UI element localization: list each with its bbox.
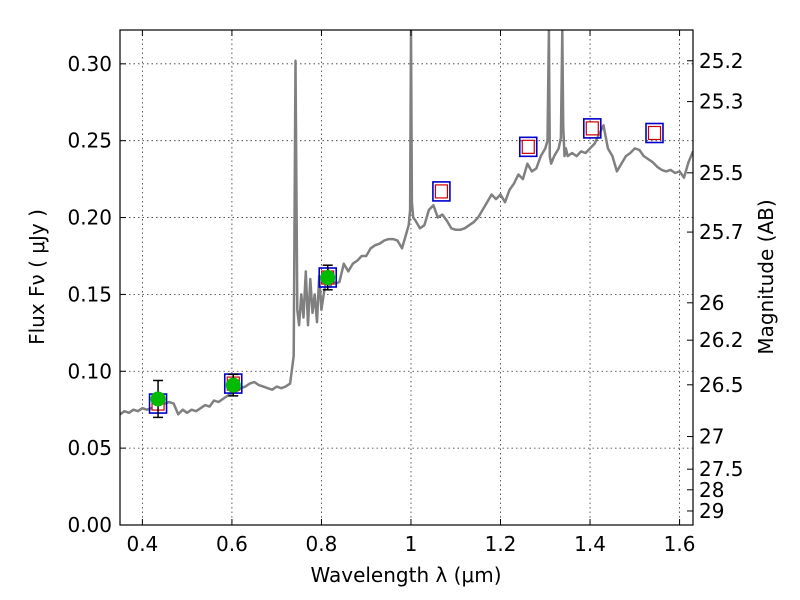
grid bbox=[120, 30, 693, 525]
y2-tick-label: 25.2 bbox=[699, 49, 744, 73]
y2-tick-label: 28 bbox=[699, 478, 724, 502]
photometry-box bbox=[582, 118, 602, 139]
y-tick-label: 0.20 bbox=[67, 206, 112, 230]
x-tick-label: 1.4 bbox=[574, 532, 606, 556]
photometry-box-inner bbox=[585, 121, 599, 136]
y-axis: 0.00 0.05 0.10 0.15 0.20 0.25 0.30 bbox=[67, 52, 126, 537]
y2-tick-label: 25.3 bbox=[699, 90, 744, 114]
spectrum-line bbox=[120, 30, 693, 416]
y-tick-label: 0.10 bbox=[67, 359, 112, 383]
photometry-box-layer bbox=[148, 118, 664, 414]
y2-tick-label: 26 bbox=[699, 291, 724, 315]
x-axis-label: Wavelength λ (μm) bbox=[310, 563, 501, 587]
x-tick-label: 1.2 bbox=[485, 532, 517, 556]
photometry-box-inner bbox=[434, 184, 449, 199]
y2-tick-label: 26.5 bbox=[699, 373, 744, 397]
y-tick-label: 0.25 bbox=[67, 129, 112, 153]
measured-point-layer bbox=[150, 264, 336, 419]
photometry-box-inner bbox=[521, 139, 535, 154]
spectrum-layer bbox=[120, 30, 693, 416]
measured-point bbox=[150, 391, 166, 407]
photometry-box-inner bbox=[647, 125, 662, 141]
y2-axis-label: Magnitude (AB) bbox=[754, 199, 778, 354]
photometry-box bbox=[645, 122, 664, 144]
y2-tick-label: 26.2 bbox=[699, 328, 744, 352]
plot-frame bbox=[119, 29, 694, 526]
photometry-box bbox=[518, 136, 538, 158]
y2-tick-label: 29 bbox=[699, 499, 724, 523]
x-tick-label: 0.6 bbox=[216, 532, 248, 556]
y2-tick-label: 25.5 bbox=[699, 161, 744, 185]
x-tick-label: 0.4 bbox=[126, 532, 158, 556]
x-tick-label: 1.6 bbox=[664, 532, 696, 556]
photometry-box bbox=[432, 181, 451, 202]
y-tick-label: 0.15 bbox=[67, 282, 112, 306]
x-axis: 0.4 0.6 0.8 1 1.2 1.4 1.6 bbox=[126, 30, 695, 556]
x-tick-label: 1 bbox=[405, 532, 418, 556]
y-tick-label: 0.00 bbox=[67, 513, 112, 537]
measured-point bbox=[320, 270, 336, 285]
y-axis-label: Flux Fν ( μJy ) bbox=[25, 209, 49, 345]
y-tick-label: 0.05 bbox=[67, 436, 112, 460]
measured-point bbox=[225, 377, 241, 393]
y-tick-label: 0.30 bbox=[67, 52, 112, 76]
y2-tick-label: 27 bbox=[699, 425, 724, 449]
x-tick-label: 0.8 bbox=[306, 532, 338, 556]
y2-tick-label: 27.5 bbox=[699, 457, 744, 481]
y2-tick-label: 25.7 bbox=[699, 220, 744, 244]
